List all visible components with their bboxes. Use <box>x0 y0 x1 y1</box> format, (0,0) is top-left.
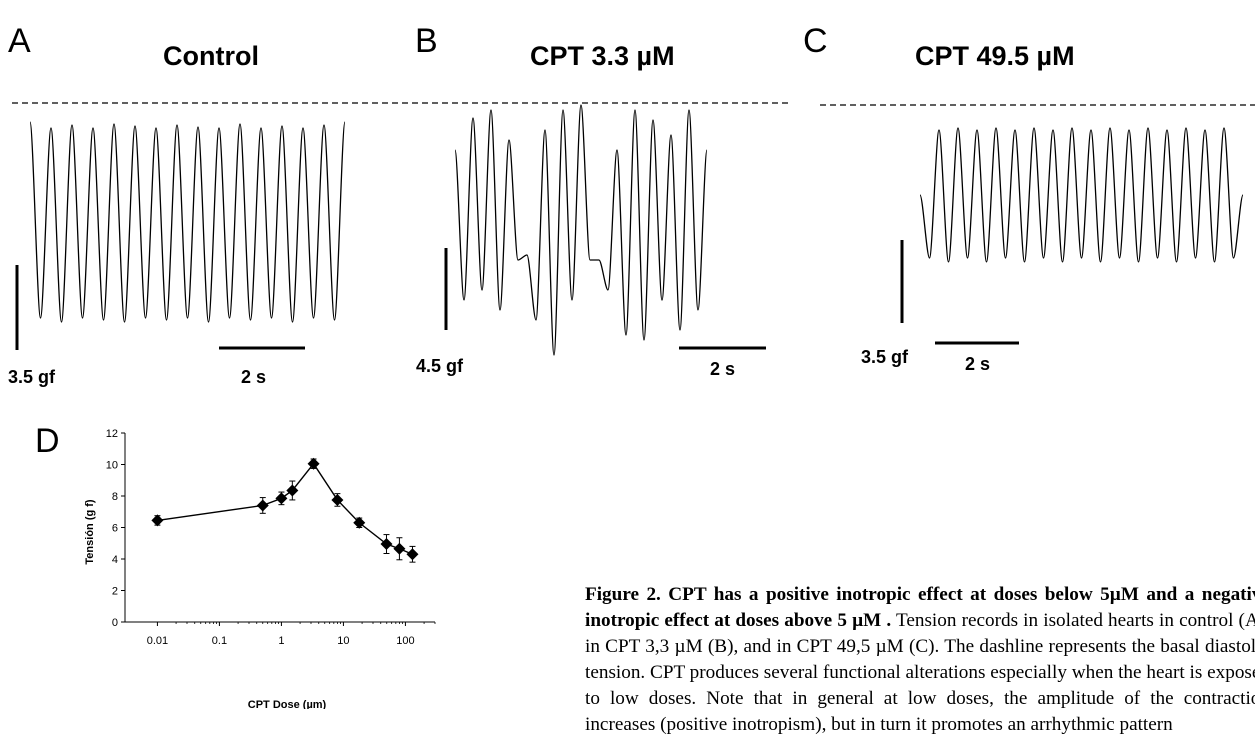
x-axis-label: CPT Dose (µm) <box>248 699 327 709</box>
panel-d-label: D <box>35 422 60 460</box>
x-tick-label: 0.1 <box>212 635 227 647</box>
data-point <box>406 548 419 561</box>
trace-cpt-3-3 <box>454 104 708 356</box>
force-scale-label-c: 3.5 gf <box>861 347 909 367</box>
data-point <box>353 516 366 529</box>
figure-canvas: A Control B CPT 3.3 µM C CPT 49.5 µM 3.5… <box>8 22 1255 709</box>
x-tick-label: 1 <box>278 635 284 647</box>
data-point <box>331 493 344 506</box>
y-tick-label: 12 <box>106 428 118 440</box>
panel-c-title: CPT 49.5 µM <box>915 41 1075 71</box>
trace-cpt-49-5 <box>919 127 1244 263</box>
x-tick-label: 0.01 <box>147 635 168 647</box>
y-tick-label: 10 <box>106 460 118 472</box>
time-scale-label-a: 2 s <box>241 367 266 387</box>
force-scale-label-b: 4.5 gf <box>416 356 464 376</box>
caption-bold: Figure 2. CPT has a positive inotropic e… <box>585 584 1255 631</box>
panel-b-label: B <box>415 22 438 60</box>
dose-response-chart: Tensión (g f) CPT Dose (µm) 0 2 4 6 8 10 12 0.0… <box>84 428 436 709</box>
force-scale-label-a: 3.5 gf <box>8 367 56 387</box>
panel-c-label: C <box>803 22 828 60</box>
panel-a-title: Control <box>163 41 259 71</box>
panel-b-title: CPT 3.3 µM <box>530 41 675 71</box>
series-line <box>157 462 413 555</box>
y-tick-label: 2 <box>112 586 118 598</box>
y-tick-label: 6 <box>112 523 118 535</box>
x-tick-label: 10 <box>337 635 349 647</box>
x-tick-label: 100 <box>396 635 414 647</box>
y-tick-label: 4 <box>112 554 118 566</box>
data-point <box>275 492 288 505</box>
panel-a-label: A <box>8 22 31 60</box>
y-tick-label: 0 <box>112 617 118 629</box>
data-point <box>307 457 320 470</box>
data-point <box>151 514 164 527</box>
data-point <box>256 499 269 512</box>
y-axis-label: Tensión (g f) <box>84 499 96 565</box>
time-scale-label-c: 2 s <box>965 354 990 374</box>
data-point <box>380 538 393 551</box>
y-tick-label: 8 <box>112 491 118 503</box>
data-point <box>393 542 406 555</box>
data-point <box>286 484 299 497</box>
figure-caption: Figure 2. CPT has a positive inotropic e… <box>585 582 1255 738</box>
time-scale-label-b: 2 s <box>710 359 735 379</box>
trace-control <box>29 121 346 323</box>
